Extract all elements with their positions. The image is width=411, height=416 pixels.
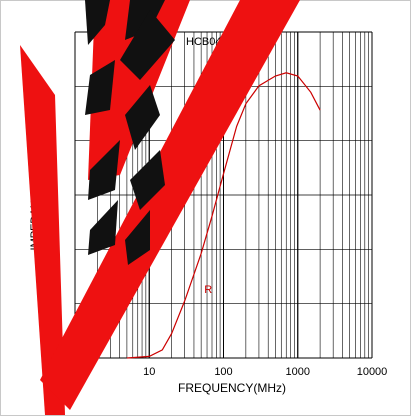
dark-scribble-mark [125, 210, 150, 265]
tick-labels: 10 100 1000 10000 [143, 366, 387, 378]
series-layer: R [126, 72, 321, 359]
dark-scribble-mark [88, 140, 120, 200]
x-tick-label: 10000 [357, 366, 388, 378]
x-tick-label: 1000 [286, 366, 310, 378]
overlay-marks [20, 0, 300, 415]
dark-scribble-mark [130, 150, 165, 210]
series-line-R [126, 72, 321, 359]
dark-scribble-mark [120, 10, 175, 80]
x-tick-label: 100 [214, 366, 232, 378]
dark-scribble-mark [85, 60, 115, 115]
series-label-R: R [204, 284, 212, 296]
x-axis-label: FREQUENCY(MHz) [178, 381, 286, 395]
dark-scribble-mark [85, 0, 110, 45]
dark-scribble-mark [88, 200, 118, 255]
red-overlay-left [20, 45, 65, 415]
red-overlay-diagonal [40, 0, 300, 410]
x-tick-label: 10 [143, 366, 155, 378]
dark-scribble-mark [125, 85, 160, 150]
